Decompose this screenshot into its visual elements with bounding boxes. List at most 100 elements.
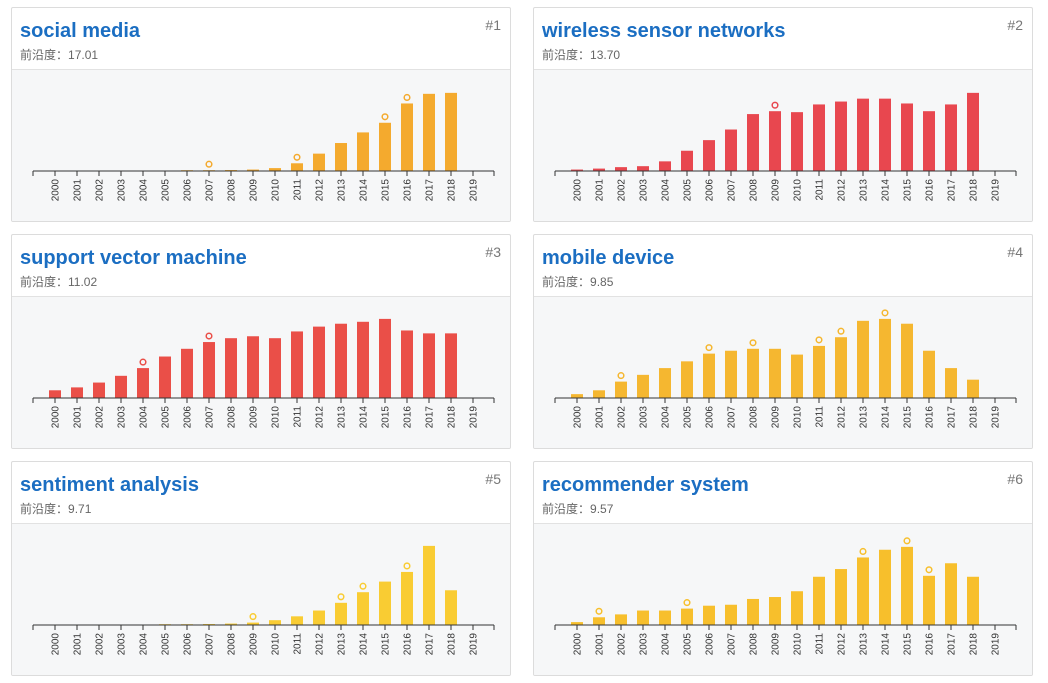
bar[interactable]	[225, 623, 237, 625]
bar[interactable]	[769, 597, 781, 625]
bar[interactable]	[769, 111, 781, 171]
bar[interactable]	[615, 614, 627, 625]
bar[interactable]	[703, 353, 715, 398]
card-title[interactable]: sentiment analysis	[20, 474, 199, 496]
bar[interactable]	[379, 318, 391, 398]
bar[interactable]	[571, 169, 583, 171]
card-6[interactable]: recommender system #6 前沿度：9.57 2000 2001 2…	[533, 461, 1033, 676]
bar[interactable]	[247, 336, 259, 398]
bar[interactable]	[423, 333, 435, 398]
bar[interactable]	[335, 323, 347, 398]
bar[interactable]	[445, 92, 457, 171]
bar[interactable]	[357, 132, 369, 171]
bar[interactable]	[835, 569, 847, 625]
bar[interactable]	[313, 153, 325, 171]
bar[interactable]	[401, 330, 413, 398]
card-1[interactable]: social media #1 前沿度：17.01 2000 2001 2002 20…	[11, 7, 511, 222]
bar[interactable]	[247, 169, 259, 171]
bar[interactable]	[269, 620, 281, 625]
bar[interactable]	[357, 592, 369, 625]
bar[interactable]	[901, 546, 913, 625]
bar[interactable]	[725, 129, 737, 171]
bar[interactable]	[159, 356, 171, 398]
bar[interactable]	[681, 361, 693, 398]
bar[interactable]	[879, 318, 891, 398]
bar[interactable]	[445, 333, 457, 398]
card-4[interactable]: mobile device #4 前沿度：9.85 2000 2001 2002 20…	[533, 234, 1033, 449]
bar[interactable]	[247, 622, 259, 625]
bar[interactable]	[769, 348, 781, 398]
bar[interactable]	[637, 374, 649, 398]
bar[interactable]	[681, 150, 693, 171]
bar[interactable]	[967, 92, 979, 171]
bar[interactable]	[791, 354, 803, 398]
bar[interactable]	[813, 345, 825, 398]
bar[interactable]	[901, 103, 913, 171]
bar[interactable]	[291, 331, 303, 398]
card-3[interactable]: support vector machine #3 前沿度：11.02 2000…	[11, 234, 511, 449]
bar[interactable]	[857, 557, 869, 625]
bar[interactable]	[945, 563, 957, 625]
bar[interactable]	[791, 591, 803, 625]
bar[interactable]	[291, 163, 303, 171]
bar[interactable]	[71, 387, 83, 398]
bar[interactable]	[967, 379, 979, 398]
bar[interactable]	[115, 375, 127, 398]
bar[interactable]	[813, 104, 825, 171]
bar[interactable]	[945, 368, 957, 398]
bar[interactable]	[923, 350, 935, 398]
bar[interactable]	[269, 168, 281, 171]
bar[interactable]	[857, 320, 869, 398]
bar[interactable]	[225, 338, 237, 398]
bar[interactable]	[637, 166, 649, 171]
bar[interactable]	[615, 167, 627, 171]
card-title[interactable]: support vector machine	[20, 247, 247, 269]
bar[interactable]	[923, 575, 935, 625]
card-title[interactable]: recommender system	[542, 474, 749, 496]
card-title[interactable]: mobile device	[542, 247, 675, 269]
bar[interactable]	[335, 143, 347, 171]
bar[interactable]	[593, 390, 605, 398]
card-2[interactable]: wireless sensor networks #2 前沿度：13.70 20…	[533, 7, 1033, 222]
bar[interactable]	[379, 581, 391, 625]
bar[interactable]	[313, 610, 325, 625]
bar[interactable]	[291, 616, 303, 625]
bar[interactable]	[445, 590, 457, 625]
bar[interactable]	[181, 348, 193, 398]
bar[interactable]	[571, 622, 583, 625]
bar[interactable]	[49, 390, 61, 398]
bar[interactable]	[335, 602, 347, 625]
bar[interactable]	[313, 326, 325, 398]
bar[interactable]	[725, 350, 737, 398]
bar[interactable]	[593, 168, 605, 171]
bar[interactable]	[681, 608, 693, 625]
bar[interactable]	[791, 112, 803, 171]
bar[interactable]	[593, 617, 605, 625]
bar[interactable]	[203, 342, 215, 398]
bar[interactable]	[659, 368, 671, 398]
bar[interactable]	[401, 103, 413, 171]
bar[interactable]	[269, 338, 281, 398]
bar[interactable]	[901, 323, 913, 398]
bar[interactable]	[357, 321, 369, 398]
card-title[interactable]: wireless sensor networks	[542, 20, 786, 42]
bar[interactable]	[423, 93, 435, 171]
bar[interactable]	[137, 368, 149, 398]
bar[interactable]	[747, 114, 759, 171]
bar[interactable]	[945, 104, 957, 171]
bar[interactable]	[813, 576, 825, 625]
bar[interactable]	[725, 604, 737, 625]
bar[interactable]	[423, 545, 435, 625]
bar[interactable]	[401, 571, 413, 625]
card-title[interactable]: social media	[20, 20, 141, 42]
bar[interactable]	[835, 101, 847, 171]
bar[interactable]	[379, 122, 391, 171]
bar[interactable]	[923, 111, 935, 171]
bar[interactable]	[835, 337, 847, 398]
bar[interactable]	[637, 610, 649, 625]
bar[interactable]	[703, 140, 715, 171]
bar[interactable]	[857, 98, 869, 171]
bar[interactable]	[879, 549, 891, 625]
bar[interactable]	[967, 576, 979, 625]
bar[interactable]	[747, 598, 759, 625]
